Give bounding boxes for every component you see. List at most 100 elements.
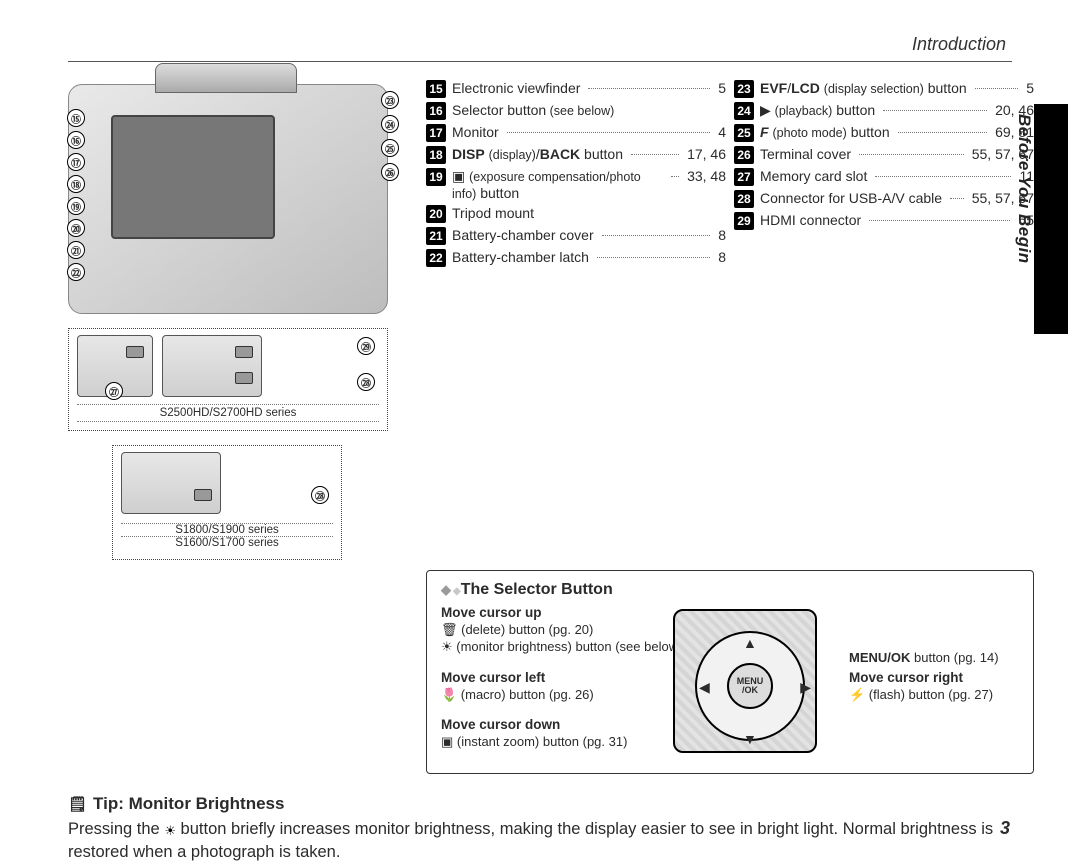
parts-page: 69, 81 (995, 124, 1034, 140)
parts-row: 29 HDMI connector 55 (734, 212, 1034, 230)
parts-row: 26 Terminal cover 55, 57, 67 (734, 146, 1034, 164)
parts-label: Battery-chamber cover (452, 227, 594, 243)
callout: ㉕ (381, 139, 399, 157)
parts-label: Electronic viewfinder (452, 80, 580, 96)
camera-back-illustration: ⑮⑯⑰⑱⑲⑳㉑㉒ ㉓㉔㉕㉖ (68, 84, 388, 314)
selector-dial-illustration: MENU /OK ▲▼ ◀▶ (665, 601, 825, 761)
parts-row: 19 ▣ (exposure compensation/photo info) b… (426, 168, 726, 201)
panel-bottom-caption-a: S1800/S1900 series (121, 523, 333, 537)
parts-label: ▶ (playback) button (760, 102, 875, 119)
parts-number: 29 (734, 212, 754, 230)
header-rule (68, 61, 1012, 62)
parts-page: 8 (718, 249, 726, 265)
sel-right-head: Move cursor right (849, 670, 1049, 685)
parts-number: 24 (734, 102, 754, 120)
parts-number: 16 (426, 102, 446, 120)
sel-left-head: Move cursor left (441, 670, 641, 685)
parts-page: 33, 48 (687, 168, 726, 184)
parts-label: Selector button (see below) (452, 102, 614, 118)
parts-page: 17, 46 (687, 146, 726, 162)
parts-number: 25 (734, 124, 754, 142)
callout-27: ㉗ (105, 382, 123, 400)
parts-row: 27 Memory card slot 11 (734, 168, 1034, 186)
parts-row: 17 Monitor 4 (426, 124, 726, 142)
panel-top-caption: S2500HD/S2700HD series (77, 404, 379, 422)
selector-title: The Selector Button (461, 581, 613, 598)
parts-number: 17 (426, 124, 446, 142)
callout: ⑲ (67, 197, 85, 215)
parts-row: 21 Battery-chamber cover 8 (426, 227, 726, 245)
callout: ⑱ (67, 175, 85, 193)
sel-right-1: ⚡ (flash) button (pg. 27) (849, 687, 1049, 703)
callout: ㉒ (67, 263, 85, 281)
parts-label: EVF/LCD (display selection) button (760, 80, 967, 96)
parts-number: 20 (426, 205, 446, 223)
parts-number: 23 (734, 80, 754, 98)
parts-number: 22 (426, 249, 446, 267)
brightness-icon (164, 820, 176, 838)
callout: ㉑ (67, 241, 85, 259)
parts-page: 11 (1019, 168, 1034, 184)
parts-page: 55, 57, 67 (972, 190, 1034, 206)
parts-number: 26 (734, 146, 754, 164)
parts-label: Terminal cover (760, 146, 851, 162)
parts-number: 19 (426, 168, 446, 186)
parts-list-col-1: 15 Electronic viewfinder 5 16 Selector butto… (426, 80, 726, 560)
section-tab (1034, 104, 1068, 334)
sel-left-1: 🌷 (macro) button (pg. 26) (441, 687, 641, 703)
callout: ⑰ (67, 153, 85, 171)
parts-row: 22 Battery-chamber latch 8 (426, 249, 726, 267)
parts-row: 18 DISP (display)/BACK button 17, 46 (426, 146, 726, 164)
panel-bottom-caption-b: S1600/S1700 series (121, 537, 333, 549)
callout-28b: ㉘ (311, 486, 329, 504)
parts-page: 5 (718, 80, 726, 96)
parts-page: 4 (718, 124, 726, 140)
terminal-panel-bottom: ㉘ S1800/S1900 series S1600/S1700 series (112, 445, 342, 560)
parts-number: 28 (734, 190, 754, 208)
parts-row: 15 Electronic viewfinder 5 (426, 80, 726, 98)
tip-heading: Tip: Monitor Brightness (68, 794, 1012, 814)
parts-row: 16 Selector button (see below) (426, 102, 726, 120)
selector-button-box: The Selector Button Move cursor up 🗑 (de… (426, 570, 1034, 774)
parts-page: 55 (1018, 212, 1034, 228)
parts-label: HDMI connector (760, 212, 861, 228)
parts-label: F (photo mode) button (760, 124, 890, 140)
parts-number: 21 (426, 227, 446, 245)
selector-core-label: MENU /OK (727, 663, 773, 709)
callout: ㉔ (381, 115, 399, 133)
parts-row: 23 EVF/LCD (display selection) button 5 (734, 80, 1034, 98)
sel-menuok-text: MENU/OK button (pg. 14) (849, 650, 999, 665)
parts-label: Monitor (452, 124, 499, 140)
tip-body: Pressing the button briefly increases mo… (68, 818, 1012, 864)
callout-28a: ㉘ (357, 373, 375, 391)
parts-label: Memory card slot (760, 168, 867, 184)
callout: ⑳ (67, 219, 85, 237)
parts-list-col-2: 23 EVF/LCD (display selection) button 5 24 ▶… (734, 80, 1034, 560)
parts-label: DISP (display)/BACK button (452, 146, 623, 162)
callout: ⑮ (67, 109, 85, 127)
page-number: 3 (1000, 818, 1010, 839)
parts-row: 28 Connector for USB-A/V cable 55, 57, 67 (734, 190, 1034, 208)
running-head: Introduction (68, 34, 1012, 55)
parts-row: 24 ▶ (playback) button 20, 46 (734, 102, 1034, 120)
parts-label: Connector for USB-A/V cable (760, 190, 942, 206)
camera-diagram-column: ⑮ ⑯ ⑰ ⑱ ⑲ ⑳ ㉑㉒ ㉓㉔㉕㉖ ㉗ ㉙ ㉘ S2500HD/S2700HD seri… (68, 80, 418, 560)
parts-label: ▣ (exposure compensation/photo info) but… (452, 168, 663, 201)
parts-row: 25 F (photo mode) button 69, 81 (734, 124, 1034, 142)
parts-page: 8 (718, 227, 726, 243)
parts-page: 55, 57, 67 (972, 146, 1034, 162)
parts-number: 27 (734, 168, 754, 186)
terminal-panel-top: ㉗ ㉙ ㉘ S2500HD/S2700HD series (68, 328, 388, 431)
callout: ⑯ (67, 131, 85, 149)
parts-number: 15 (426, 80, 446, 98)
callout: ㉖ (381, 163, 399, 181)
parts-page: 20, 46 (995, 102, 1034, 118)
callout: ㉓ (381, 91, 399, 109)
parts-number: 18 (426, 146, 446, 164)
callout-29: ㉙ (357, 337, 375, 355)
tip-icon (68, 794, 87, 814)
parts-page: 5 (1026, 80, 1034, 96)
parts-label: Battery-chamber latch (452, 249, 589, 265)
parts-row: 20 Tripod mount (426, 205, 726, 223)
parts-label: Tripod mount (452, 205, 534, 221)
